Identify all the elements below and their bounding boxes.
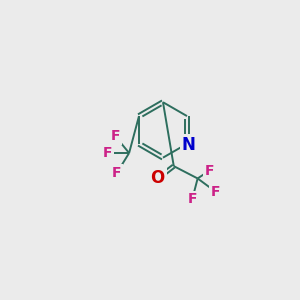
Text: F: F (112, 166, 122, 180)
Text: F: F (110, 129, 120, 143)
Text: F: F (103, 146, 112, 160)
Text: O: O (151, 169, 165, 188)
Text: F: F (204, 164, 214, 178)
Text: F: F (188, 192, 197, 206)
Text: N: N (182, 136, 196, 154)
Text: F: F (211, 184, 220, 199)
